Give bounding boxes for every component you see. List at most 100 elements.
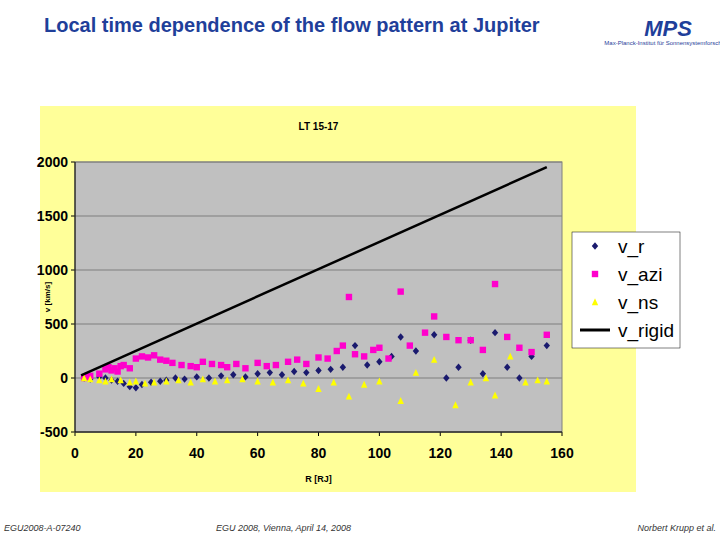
data-point <box>431 331 437 338</box>
logo-box <box>628 12 708 58</box>
grid-line <box>75 216 562 217</box>
data-point <box>522 379 528 386</box>
logo-subtitle: Max-Planck-Institut für Sonnensystemfors… <box>604 40 720 46</box>
footer-center: EGU 2008, Vienna, April 14, 2008 <box>216 523 351 533</box>
data-point <box>352 351 358 357</box>
x-tick <box>440 432 441 436</box>
x-axis-label: R [RJ] <box>305 474 332 484</box>
x-tick <box>135 432 136 436</box>
chart-background <box>40 106 636 492</box>
data-point <box>324 355 330 361</box>
data-point <box>108 375 114 382</box>
legend-label: v_rigid <box>618 320 674 342</box>
x-tick <box>379 432 380 436</box>
data-point <box>376 378 382 385</box>
y-tick <box>71 324 75 325</box>
x-axis <box>75 432 562 433</box>
data-point <box>370 347 376 353</box>
footer-right: Norbert Krupp et al. <box>637 523 716 533</box>
x-tick <box>562 432 563 436</box>
data-point <box>397 397 403 404</box>
data-point <box>291 368 297 375</box>
plot-area <box>75 162 562 432</box>
data-point <box>443 374 449 381</box>
marks <box>81 167 550 408</box>
y-tick-label: 1000 <box>37 262 68 278</box>
legend-label: v_r <box>618 236 645 258</box>
data-point <box>218 372 224 379</box>
data-point <box>267 369 273 376</box>
data-point <box>331 379 337 386</box>
x-tick <box>196 432 197 436</box>
data-point <box>96 370 102 376</box>
data-point <box>187 379 193 386</box>
x-tick-label: 160 <box>550 445 574 461</box>
y-tick <box>71 162 75 163</box>
data-point <box>270 379 276 386</box>
data-point <box>194 364 200 370</box>
data-point <box>157 378 163 385</box>
data-point <box>224 376 230 383</box>
data-point <box>187 363 193 369</box>
data-point <box>163 376 169 383</box>
legend-swatch <box>592 242 598 249</box>
data-point <box>346 294 352 300</box>
y-tick-label: 500 <box>45 316 69 332</box>
data-point <box>315 367 321 374</box>
data-point <box>544 378 550 385</box>
x-tick-label: 60 <box>250 445 266 461</box>
y-tick <box>71 432 75 433</box>
legend-label: v_ns <box>618 292 658 314</box>
data-point <box>315 385 321 392</box>
data-point <box>139 353 145 359</box>
data-point <box>455 364 461 371</box>
data-point <box>273 362 279 368</box>
data-point <box>303 361 309 367</box>
y-tick-label: 2000 <box>37 154 68 170</box>
x-tick-label: 80 <box>311 445 327 461</box>
data-point <box>254 378 260 385</box>
data-point <box>142 380 148 387</box>
data-point <box>206 374 212 381</box>
data-point <box>133 378 139 385</box>
x-tick <box>257 432 258 436</box>
data-point <box>117 376 123 383</box>
y-tick-label: 1500 <box>37 208 68 224</box>
data-point <box>230 371 236 378</box>
legend-swatch <box>580 329 610 332</box>
data-point <box>151 352 157 358</box>
footer-left: EGU2008-A-07240 <box>4 523 81 533</box>
data-point <box>294 356 300 362</box>
y-axis-label: v [km/s] <box>43 282 52 313</box>
data-point <box>452 401 458 408</box>
data-point <box>218 362 224 368</box>
data-point <box>133 355 139 361</box>
data-point <box>181 375 187 382</box>
data-point <box>327 366 333 373</box>
plot-frame <box>75 162 562 432</box>
data-point <box>534 376 540 383</box>
data-point <box>133 384 139 391</box>
data-point <box>422 329 428 335</box>
data-point <box>169 360 175 366</box>
x-tick-label: 120 <box>429 445 453 461</box>
logo-name: MPS <box>644 16 692 41</box>
chart-title: LT 15-17 <box>299 121 339 132</box>
data-point <box>87 375 93 382</box>
data-point <box>334 348 340 354</box>
data-point <box>467 337 473 344</box>
data-point <box>361 353 367 359</box>
data-point <box>516 345 522 351</box>
data-point <box>483 374 489 381</box>
data-point <box>544 332 550 338</box>
slide-canvas: MPSMax-Planck-Institut für Sonnensystemf… <box>0 0 720 540</box>
data-point <box>492 329 498 336</box>
data-point <box>507 353 513 360</box>
y-tick-label: -500 <box>40 424 68 440</box>
data-point <box>145 354 151 360</box>
data-point <box>443 334 449 340</box>
data-point <box>397 288 403 294</box>
data-point <box>242 365 248 371</box>
data-point <box>96 376 102 383</box>
data-point <box>163 378 169 385</box>
